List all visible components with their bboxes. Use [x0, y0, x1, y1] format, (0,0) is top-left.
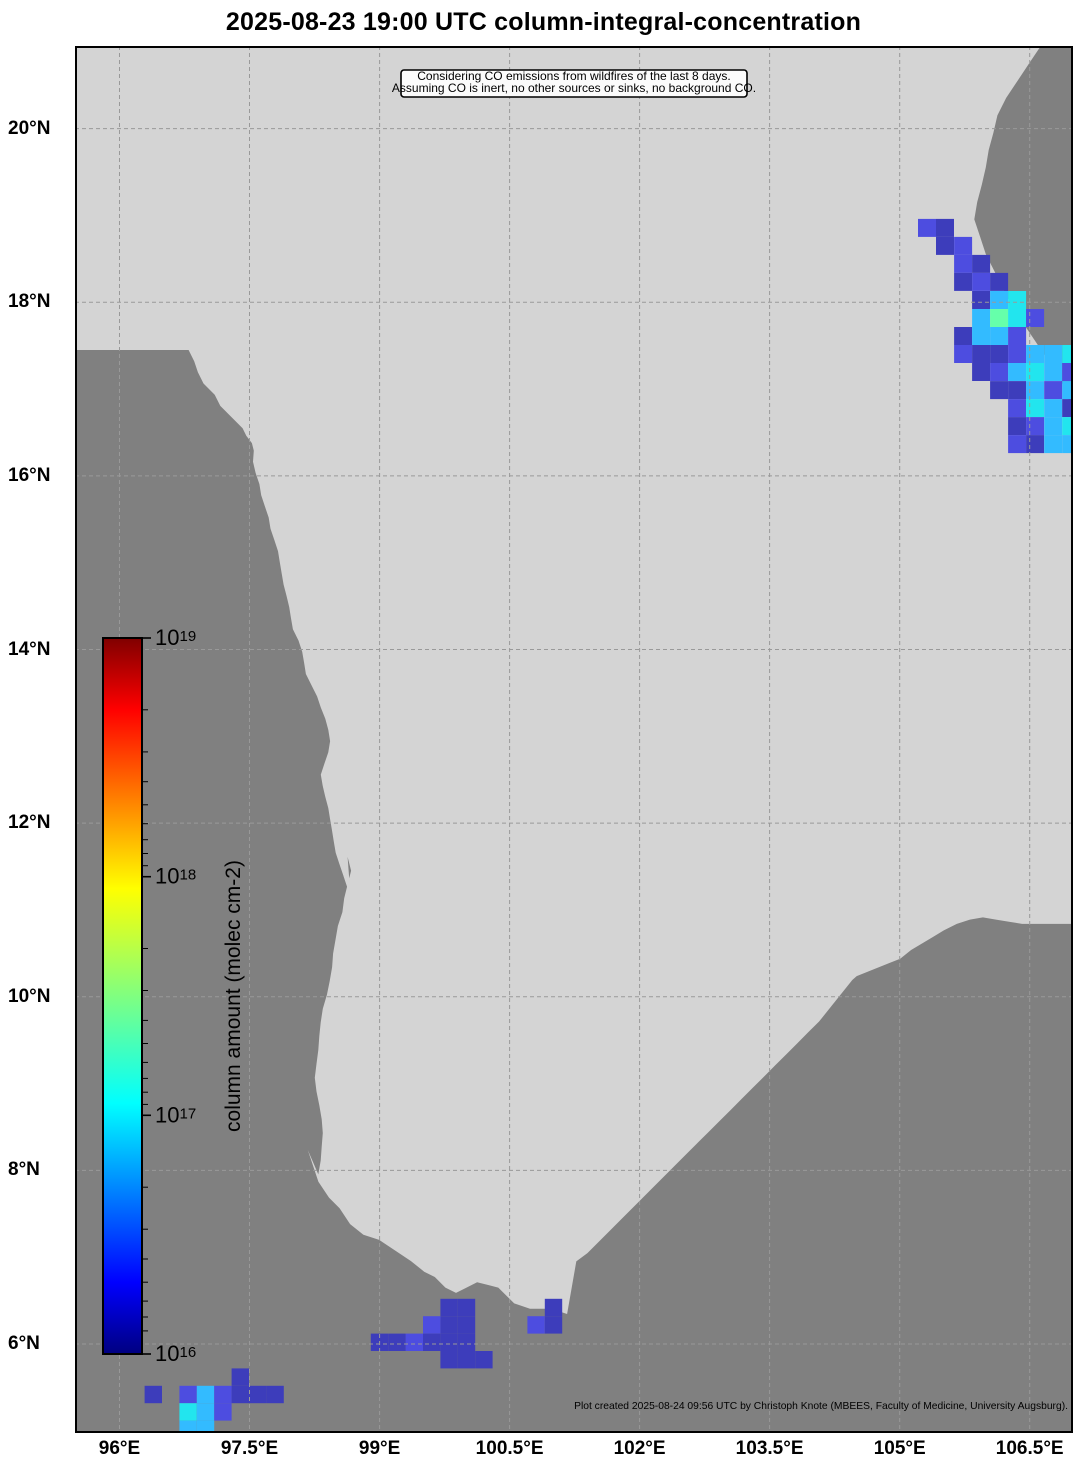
svg-text:Assuming CO is inert, no other: Assuming CO is inert, no other sources o… — [392, 81, 756, 95]
svg-text:Plot created 2025-08-24 09:56: Plot created 2025-08-24 09:56 UTC by Chr… — [574, 1401, 1068, 1412]
svg-text:column amount (molec cm-2): column amount (molec cm-2) — [222, 860, 245, 1132]
